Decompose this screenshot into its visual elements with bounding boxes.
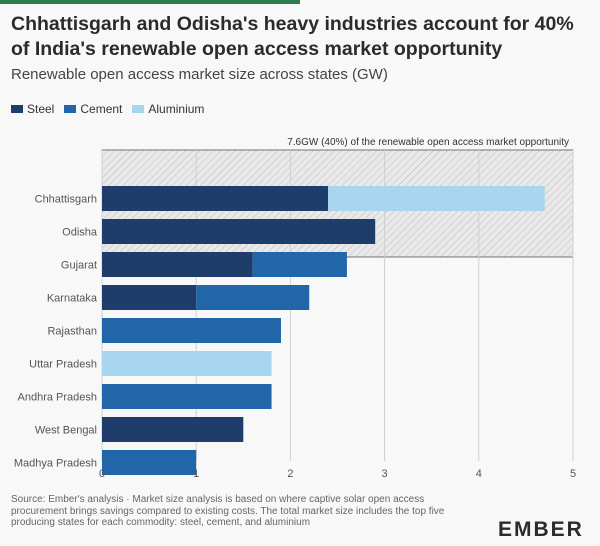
category-label-madhya-pradesh: Madhya Pradesh: [14, 458, 97, 470]
category-label-uttar-pradesh: Uttar Pradesh: [29, 359, 97, 371]
x-tick-label: 4: [476, 468, 482, 480]
bar-odisha-steel: [102, 219, 376, 244]
legend-swatch-cement: [64, 105, 77, 113]
accent-bar-green: [0, 0, 300, 4]
category-label-west-bengal: West Bengal: [35, 425, 97, 437]
category-label-chhattisgarh: Chhattisgarh: [35, 194, 97, 206]
legend-swatch-aluminium: [132, 105, 145, 113]
chart-title: Chhattisgarh and Odisha's heavy industri…: [11, 13, 574, 60]
legend-swatch-steel: [11, 105, 23, 113]
accent-bar-rest: [300, 0, 600, 4]
x-tick-label: 0: [99, 468, 105, 480]
annotation-label: 7.6GW (40%) of the renewable open access…: [287, 137, 569, 148]
category-label-gujarat: Gujarat: [61, 260, 97, 272]
category-label-andhra-pradesh: Andhra Pradesh: [18, 392, 98, 404]
bar-west-bengal-steel: [102, 417, 244, 442]
bar-uttar-pradesh-aluminium: [102, 351, 272, 376]
x-tick-label: 5: [570, 468, 576, 480]
bar-gujarat-cement: [252, 252, 347, 277]
legend-item-cement: Cement: [64, 102, 122, 116]
bar-chhattisgarh-aluminium: [328, 186, 545, 211]
top-accent-bar: [0, 0, 600, 4]
x-tick-label: 2: [287, 468, 293, 480]
legend-label-steel: Steel: [27, 102, 55, 116]
x-tick-label: 3: [382, 468, 388, 480]
bar-madhya-pradesh-cement: [102, 450, 197, 475]
bar-karnataka-cement: [196, 285, 310, 310]
bar-andhra-pradesh-cement: [102, 384, 272, 409]
x-tick-label: 1: [193, 468, 199, 480]
chart-subtitle: Renewable open access market size across…: [11, 66, 388, 83]
legend-item-steel: Steel: [11, 102, 54, 116]
bar-karnataka-steel: [102, 285, 197, 310]
legend-label-aluminium: Aluminium: [148, 102, 205, 116]
category-label-karnataka: Karnataka: [47, 293, 98, 305]
legend-item-aluminium: Aluminium: [132, 102, 204, 116]
legend-label-cement: Cement: [80, 102, 123, 116]
bar-chart: 7.6GW (40%) of the renewable open access…: [14, 137, 576, 480]
bar-chhattisgarh-steel: [102, 186, 329, 211]
category-label-rajasthan: Rajasthan: [47, 326, 97, 338]
legend: Steel Cement Aluminium: [11, 102, 214, 116]
bar-rajasthan-cement: [102, 318, 281, 343]
bar-gujarat-steel: [102, 252, 253, 277]
category-label-odisha: Odisha: [62, 227, 98, 239]
ember-logo: EMBER: [498, 518, 584, 541]
source-note: Source: Ember's analysis · Market size a…: [11, 494, 445, 528]
